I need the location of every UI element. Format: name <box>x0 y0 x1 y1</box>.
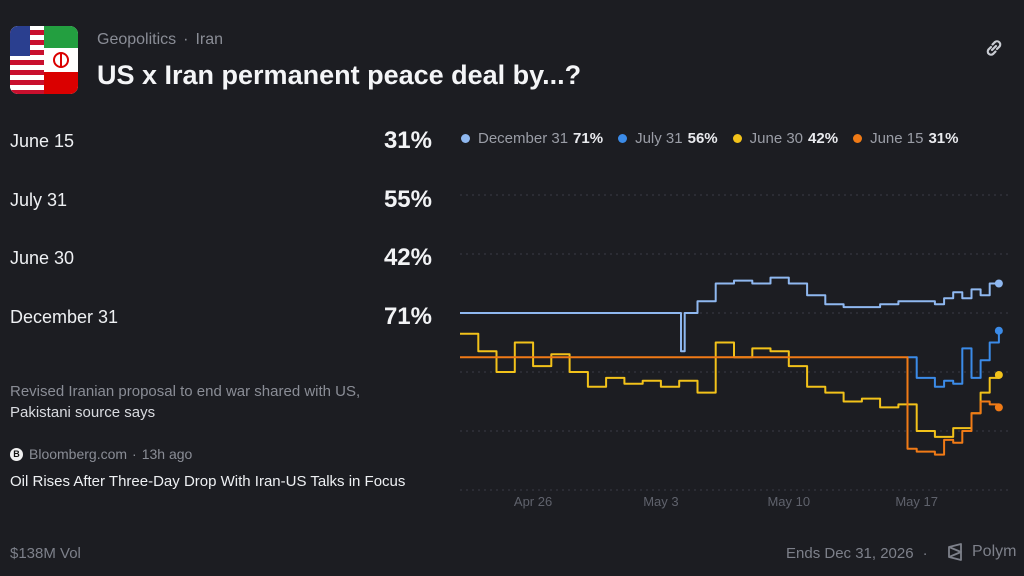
brand-name: Polym <box>972 543 1017 560</box>
series-end-marker <box>994 370 1003 379</box>
breadcrumb-separator: · <box>183 31 189 48</box>
series-line-december-31 <box>460 276 999 353</box>
legend-item-july-31[interactable]: July 31 56% <box>618 130 718 147</box>
series-end-marker <box>994 326 1003 335</box>
legend-name: June 15 <box>870 130 924 147</box>
outcome-probability: 42% <box>383 244 432 271</box>
source-separator: · <box>132 446 137 462</box>
series-end-marker <box>994 403 1003 412</box>
category-link[interactable]: Geopolitics <box>97 31 177 48</box>
legend-dot <box>618 134 628 143</box>
outcome-name: July 31 <box>10 189 68 210</box>
x-tick-label: May 17 <box>895 494 938 509</box>
breadcrumb: Geopolitics · Iran <box>97 31 223 49</box>
market-title: US x Iran permanent peace deal by...? <box>97 60 582 90</box>
outcome-row-july-31[interactable]: July 31 55% <box>10 185 432 215</box>
bloomberg-logo-icon: B <box>10 447 23 461</box>
legend-value: 42% <box>808 130 839 147</box>
legend-name: July 31 <box>635 130 683 147</box>
end-date: Ends Dec 31, 2026 · <box>786 545 937 562</box>
price-history-chart[interactable]: Apr 26 May 3 May 10 May 17 <box>455 170 1015 520</box>
news-headline-line-1: Revised Iranian proposal to end war shar… <box>10 383 361 400</box>
legend-value: 56% <box>687 130 718 147</box>
outcome-name: June 15 <box>10 130 75 151</box>
news-headline-line-2: Pakistani source says <box>10 404 156 421</box>
source-name: Bloomberg.com <box>29 446 128 462</box>
polymarket-logo-icon <box>948 543 962 561</box>
chart-legend: December 31 71% July 31 56% June 30 42% … <box>461 130 973 147</box>
series-line-june-15 <box>460 356 1000 456</box>
series-line-june-30 <box>460 332 1000 438</box>
source-time: 13h ago <box>141 446 193 462</box>
legend-name: December 31 <box>478 130 569 147</box>
legend-item-june-15[interactable]: June 15 31% <box>853 130 958 147</box>
outcome-name: December 31 <box>10 306 119 327</box>
outcome-probability: 31% <box>383 127 432 154</box>
series-end-marker <box>994 279 1003 288</box>
us-iran-flags-thumbnail <box>10 26 78 94</box>
volume-label: $138M Vol <box>10 545 81 562</box>
end-date-label: Ends Dec 31, 2026 <box>786 545 914 562</box>
outcome-row-june-15[interactable]: June 15 31% <box>10 126 432 156</box>
legend-value: 31% <box>928 130 959 147</box>
legend-name: June 30 <box>749 130 804 147</box>
news-item-2-headline[interactable]: Oil Rises After Three-Day Drop With Iran… <box>10 473 406 490</box>
legend-item-december-31[interactable]: December 31 71% <box>461 130 603 147</box>
legend-dot <box>732 134 742 143</box>
legend-value: 71% <box>573 130 604 147</box>
x-tick-label: May 3 <box>643 494 678 509</box>
news-item-1[interactable]: Revised Iranian proposal to end war shar… <box>10 381 410 423</box>
legend-item-june-30[interactable]: June 30 42% <box>732 130 839 147</box>
outcome-row-december-31[interactable]: December 31 71% <box>10 302 432 332</box>
outcome-probability: 71% <box>383 303 432 330</box>
news-source: B Bloomberg.com · 13h ago <box>10 446 192 462</box>
legend-dot <box>461 134 470 143</box>
link-icon <box>986 40 1002 56</box>
outcome-probability: 55% <box>383 186 432 213</box>
outcome-name: June 30 <box>10 247 75 268</box>
series-line-july-31 <box>907 330 1000 388</box>
outcome-row-june-30[interactable]: June 30 42% <box>10 243 432 273</box>
footer-separator: · <box>922 545 928 562</box>
polymarket-brand[interactable]: Polym <box>946 543 1016 561</box>
legend-dot <box>853 134 863 143</box>
copy-link-button[interactable] <box>980 34 1008 62</box>
x-tick-label: Apr 26 <box>514 494 552 509</box>
x-tick-label: May 10 <box>767 494 810 509</box>
tag-link[interactable]: Iran <box>195 31 224 48</box>
